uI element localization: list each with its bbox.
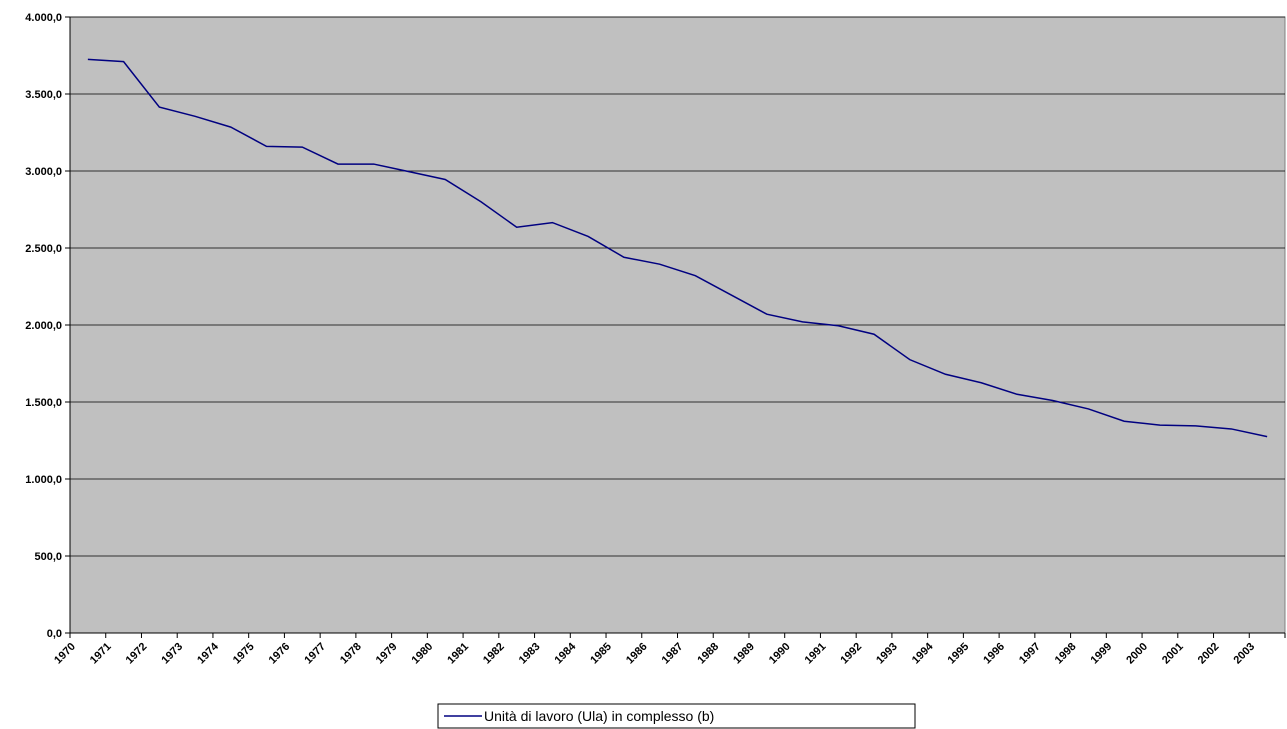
x-tick-label: 1973 bbox=[159, 641, 185, 667]
y-tick-label: 1.000,0 bbox=[25, 474, 62, 486]
x-tick-label: 1976 bbox=[267, 641, 293, 667]
legend-label: Unità di lavoro (Ula) in complesso (b) bbox=[484, 708, 714, 724]
x-tick-label: 1975 bbox=[231, 641, 257, 667]
x-tick-label: 1986 bbox=[624, 641, 650, 667]
x-tick-label: 1989 bbox=[731, 641, 757, 667]
y-tick-label: 3.000,0 bbox=[25, 166, 62, 178]
x-tick-label: 1977 bbox=[302, 641, 328, 667]
y-tick-label: 2.500,0 bbox=[25, 243, 62, 255]
legend-box bbox=[437, 703, 916, 729]
x-tick-label: 2001 bbox=[1160, 641, 1186, 667]
x-tick-label: 1982 bbox=[481, 641, 507, 667]
data-line bbox=[87, 58, 1268, 438]
x-tick-label: 1991 bbox=[803, 641, 829, 667]
x-tick-label: 1980 bbox=[410, 641, 436, 667]
y-tick-label: 4.000,0 bbox=[25, 12, 62, 24]
y-tick-label: 1.500,0 bbox=[25, 397, 62, 409]
x-tick-label: 1970 bbox=[52, 641, 78, 667]
x-tick-label: 1984 bbox=[552, 640, 578, 666]
x-tick-label: 2003 bbox=[1231, 641, 1257, 667]
y-tick-label: 2.000,0 bbox=[25, 320, 62, 332]
y-tick-label: 0,0 bbox=[47, 628, 62, 640]
x-tick-label: 2000 bbox=[1124, 641, 1150, 667]
x-tick-label: 1993 bbox=[874, 641, 900, 667]
x-tick-label: 1992 bbox=[838, 641, 864, 667]
x-tick-label: 1972 bbox=[124, 641, 150, 667]
x-tick-label: 1998 bbox=[1053, 641, 1079, 667]
x-tick-label: 1997 bbox=[1017, 641, 1043, 667]
x-tick-label: 1994 bbox=[910, 640, 936, 666]
x-tick-label: 1996 bbox=[981, 641, 1007, 667]
x-tick-label: 1987 bbox=[660, 641, 686, 667]
x-tick-label: 1978 bbox=[338, 641, 364, 667]
y-tick-label: 500,0 bbox=[34, 551, 62, 563]
x-tick-label: 1985 bbox=[588, 641, 614, 667]
x-tick-label: 2002 bbox=[1196, 641, 1222, 667]
x-tick-label: 1971 bbox=[88, 641, 114, 667]
x-tick-label: 1981 bbox=[445, 641, 471, 667]
x-tick-label: 1990 bbox=[767, 641, 793, 667]
x-tick-label: 1999 bbox=[1089, 641, 1115, 667]
x-tick-label: 1974 bbox=[195, 640, 221, 666]
x-tick-label: 1988 bbox=[695, 641, 721, 667]
x-tick-label: 1979 bbox=[374, 641, 400, 667]
y-tick-label: 3.500,0 bbox=[25, 89, 62, 101]
x-tick-label: 1995 bbox=[946, 641, 972, 667]
x-tick-label: 1983 bbox=[517, 641, 543, 667]
